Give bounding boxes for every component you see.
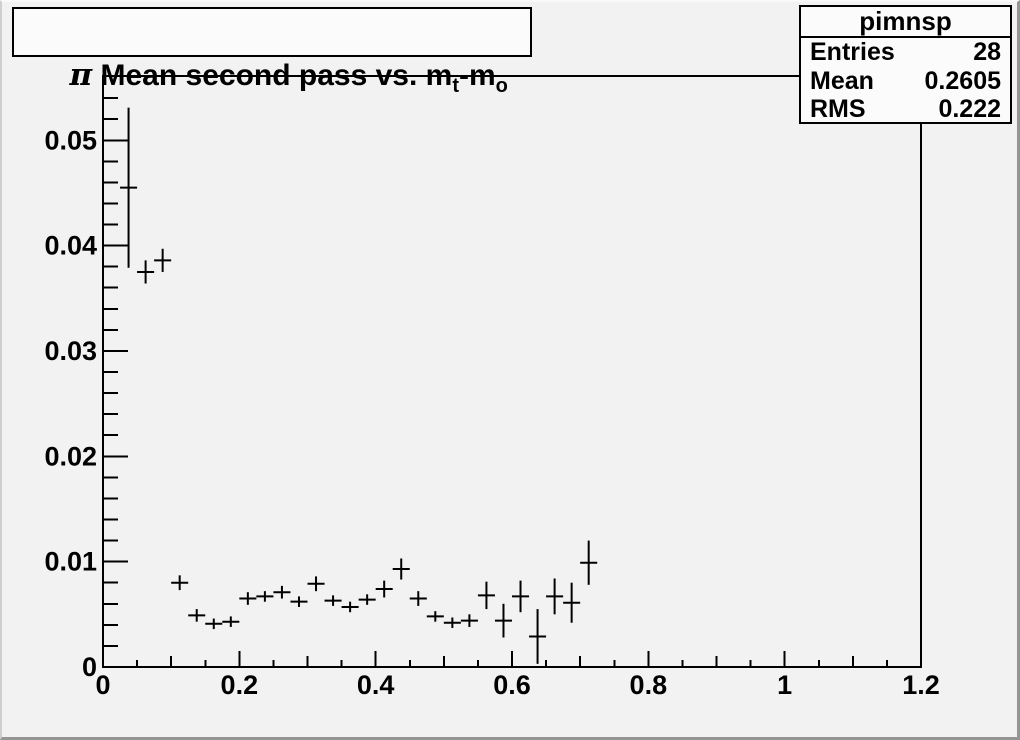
stats-label: Mean — [810, 66, 874, 95]
x-tick-label: 1 — [777, 670, 792, 700]
plot-title-box: π Mean second pass vs. mt-mo — [12, 7, 532, 96]
x-tick-label: 0.6 — [493, 670, 531, 700]
stats-row-rms: RMS 0.222 — [801, 95, 1010, 124]
stats-row-entries: Entries 28 — [801, 38, 1010, 67]
y-tick-label: 0 — [82, 652, 97, 682]
stats-value: 0.2605 — [924, 66, 1001, 95]
title-text-2: -m — [458, 59, 496, 92]
y-tick-label: 0.03 — [44, 336, 97, 366]
x-tick-label: 0.4 — [357, 670, 395, 700]
title-text: Mean second pass vs. m — [92, 59, 453, 92]
pi-symbol: π — [69, 57, 93, 93]
plot-frame — [102, 75, 922, 668]
title-subscript-o: o — [495, 75, 508, 97]
x-tick-label: 0 — [95, 670, 110, 700]
stats-box: pimnsp Entries 28 Mean 0.2605 RMS 0.222 — [799, 5, 1012, 124]
y-tick-label: 0.01 — [44, 547, 97, 577]
stats-value: 0.222 — [938, 95, 1001, 123]
stats-label: Entries — [810, 38, 895, 66]
title-subscript-t: t — [452, 75, 459, 97]
stats-label: RMS — [810, 95, 866, 123]
stats-value: 28 — [973, 38, 1001, 66]
x-tick-label: 0.2 — [221, 670, 259, 700]
stats-row-mean: Mean 0.2605 — [801, 67, 1010, 96]
stats-box-title: pimnsp — [801, 7, 1010, 38]
y-tick-label: 0.04 — [44, 231, 97, 261]
x-tick-label: 1.2 — [902, 670, 940, 700]
x-tick-label: 0.8 — [630, 670, 668, 700]
y-tick-label: 0.02 — [44, 441, 97, 471]
y-tick-label: 0.05 — [44, 125, 97, 155]
